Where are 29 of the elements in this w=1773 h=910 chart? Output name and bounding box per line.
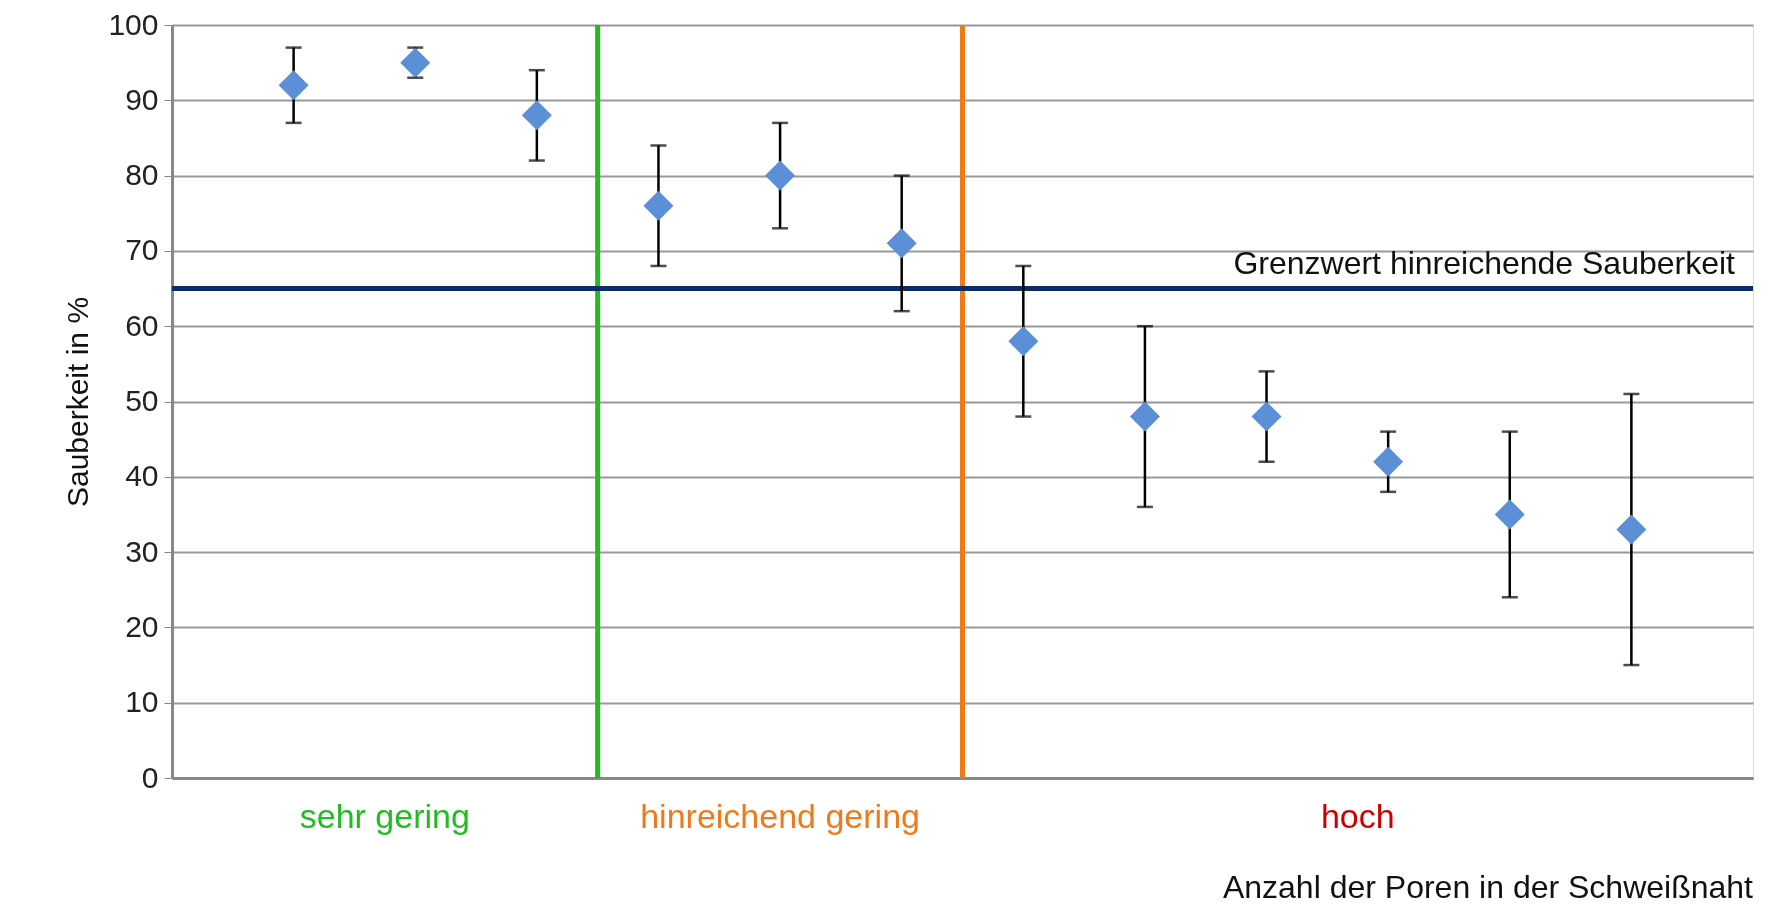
y-tick-label: 20 xyxy=(125,609,159,643)
point xyxy=(521,100,552,131)
point xyxy=(400,47,431,78)
ref-line-label: Grenzwert hinreichende Sauberkeit xyxy=(1233,244,1736,281)
point xyxy=(1494,499,1525,530)
y-tick-label: 50 xyxy=(125,384,159,417)
y-tick-label: 90 xyxy=(125,82,159,116)
y-tick-label: 80 xyxy=(125,158,159,192)
text: sehr gering xyxy=(299,797,470,835)
y-tick-label: 100 xyxy=(108,7,159,41)
point xyxy=(886,228,917,259)
point xyxy=(1373,446,1404,477)
y-axis-title: Sauberkeit in % xyxy=(61,296,95,508)
y-tick-label: 10 xyxy=(125,685,159,719)
text: hinreichend gering xyxy=(640,797,920,835)
point xyxy=(1251,401,1282,432)
text: hoch xyxy=(1320,797,1395,835)
y-tick-label: 0 xyxy=(141,760,159,794)
point xyxy=(1129,401,1160,432)
point xyxy=(278,70,309,101)
y-tick-label: 40 xyxy=(125,459,159,493)
point xyxy=(765,160,796,191)
point xyxy=(643,190,674,221)
point xyxy=(1616,514,1647,545)
point xyxy=(1008,326,1039,357)
y-tick-label: 60 xyxy=(125,308,159,342)
y-tick-label: 30 xyxy=(125,534,159,568)
x-axis-title: Anzahl der Poren in der Schweißnaht xyxy=(1222,869,1754,905)
y-tick-label: 70 xyxy=(125,233,159,267)
